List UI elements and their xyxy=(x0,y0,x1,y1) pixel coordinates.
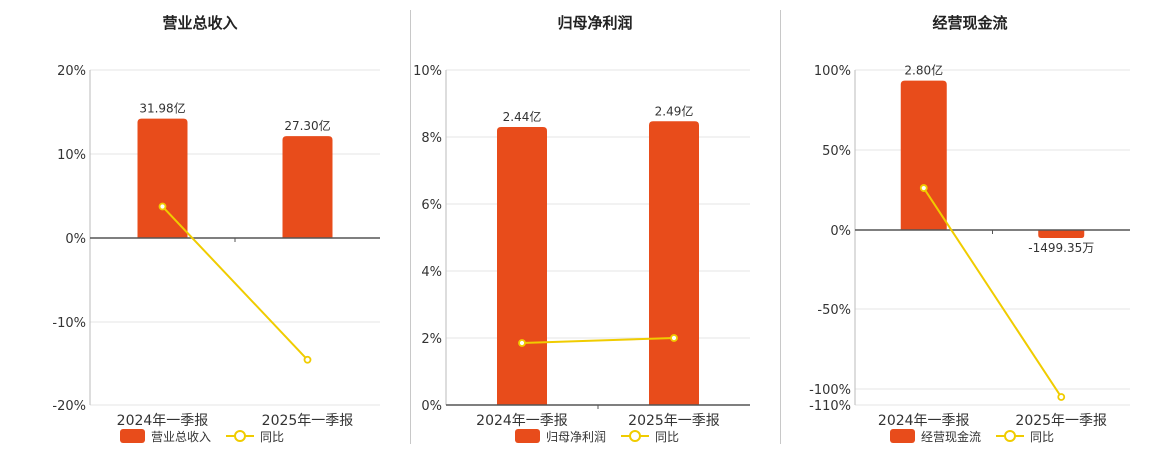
legend-label-line: 同比 xyxy=(1030,430,1054,444)
y-tick-label: -100% xyxy=(809,383,851,398)
y-tick-label: 100% xyxy=(814,64,851,79)
yoy-point xyxy=(158,202,167,211)
y-tick-label: 0% xyxy=(421,399,442,414)
chart-title: 归母净利润 xyxy=(557,14,633,32)
x-tick-label: 2025年一季报 xyxy=(262,413,354,429)
y-tick-label: 0% xyxy=(65,232,86,247)
legend-label-line: 同比 xyxy=(260,430,284,444)
bar xyxy=(137,118,188,238)
divider xyxy=(410,10,411,444)
yoy-point xyxy=(303,355,312,364)
x-tick-label: 2024年一季报 xyxy=(878,413,970,429)
bar-value-label: 2.44亿 xyxy=(503,109,542,124)
legend-label-bar: 归母净利润 xyxy=(546,430,606,444)
chart-svg: 20% 10% 0% -10% -20% 31.98亿 27.30亿 2024年一季报 2025… xyxy=(52,64,380,444)
legend-swatch-bar xyxy=(120,429,145,443)
bar xyxy=(649,121,699,405)
y-tick-label: 4% xyxy=(421,265,442,280)
y-tick-label: 8% xyxy=(421,131,442,146)
yoy-point xyxy=(919,184,928,192)
yoy-point xyxy=(670,334,678,342)
bar xyxy=(1038,230,1085,238)
yoy-line xyxy=(521,337,675,345)
y-tick-label: 0% xyxy=(830,224,851,239)
y-tick-label: 6% xyxy=(421,198,442,213)
y-tick-label: 50% xyxy=(822,144,851,159)
bar-value-label: -1499.35万 xyxy=(1028,241,1094,255)
chart-svg: 100% 50% 0% -50% -100%-110% 2.80亿 -1499.35万 202… xyxy=(809,63,1130,444)
y-tick-label: 10% xyxy=(413,64,442,79)
bar-value-label: 2.49亿 xyxy=(655,103,694,118)
bar xyxy=(900,80,947,231)
legend-swatch-bar xyxy=(515,429,540,443)
panel-cash-flow: 经营现金流 100% 50% 0% -50% -100% -110% 2.80亿 -1499.… xyxy=(780,0,1160,450)
y-tick-label: -20% xyxy=(52,399,86,414)
bar-value-label: 27.30亿 xyxy=(284,118,330,133)
yoy-point xyxy=(1057,393,1066,401)
panel-revenue: 营业总收入 20% 10% 0% -10% -20% 31.98亿 27.30亿 2024年一… xyxy=(0,0,400,450)
legend-swatch-point xyxy=(234,430,246,442)
yoy-point xyxy=(518,339,526,347)
panel-net-profit: 归母净利润 10% 8% 6% 4% 2% 0% 2.44亿 2.49亿 2024年一季报 202… xyxy=(410,0,780,450)
legend-label-line: 同比 xyxy=(655,430,679,444)
y-tick-label: 20% xyxy=(57,64,86,79)
x-tick-label: 2024年一季报 xyxy=(117,413,209,429)
y-tick-label: -110% xyxy=(809,399,851,414)
legend-label-bar: 经营现金流 xyxy=(921,429,981,444)
legend-swatch-point xyxy=(1004,430,1016,442)
yoy-line xyxy=(922,187,1063,398)
x-tick-label: 2024年一季报 xyxy=(476,413,568,429)
chart-title: 经营现金流 xyxy=(932,14,1008,32)
bar-value-label: 31.98亿 xyxy=(139,101,185,116)
y-tick-label: 2% xyxy=(421,332,442,347)
yoy-line xyxy=(161,205,309,361)
x-tick-label: 2025年一季报 xyxy=(628,413,720,429)
y-tick-label: -50% xyxy=(817,303,851,318)
chart-svg: 10% 8% 6% 4% 2% 0% 2.44亿 2.49亿 2024年一季报 2025年一季报归… xyxy=(413,64,750,444)
bar-value-label: 2.80亿 xyxy=(904,63,943,78)
legend-swatch-point xyxy=(629,430,641,442)
divider xyxy=(780,10,781,444)
y-tick-label: 10% xyxy=(57,148,86,163)
legend-label-bar: 营业总收入 xyxy=(151,430,211,444)
y-tick-label: -10% xyxy=(52,316,86,331)
bar xyxy=(497,126,547,406)
x-tick-label: 2025年一季报 xyxy=(1015,413,1107,429)
legend-swatch-bar xyxy=(890,429,915,443)
chart-title: 营业总收入 xyxy=(162,14,238,32)
bar xyxy=(282,136,333,238)
